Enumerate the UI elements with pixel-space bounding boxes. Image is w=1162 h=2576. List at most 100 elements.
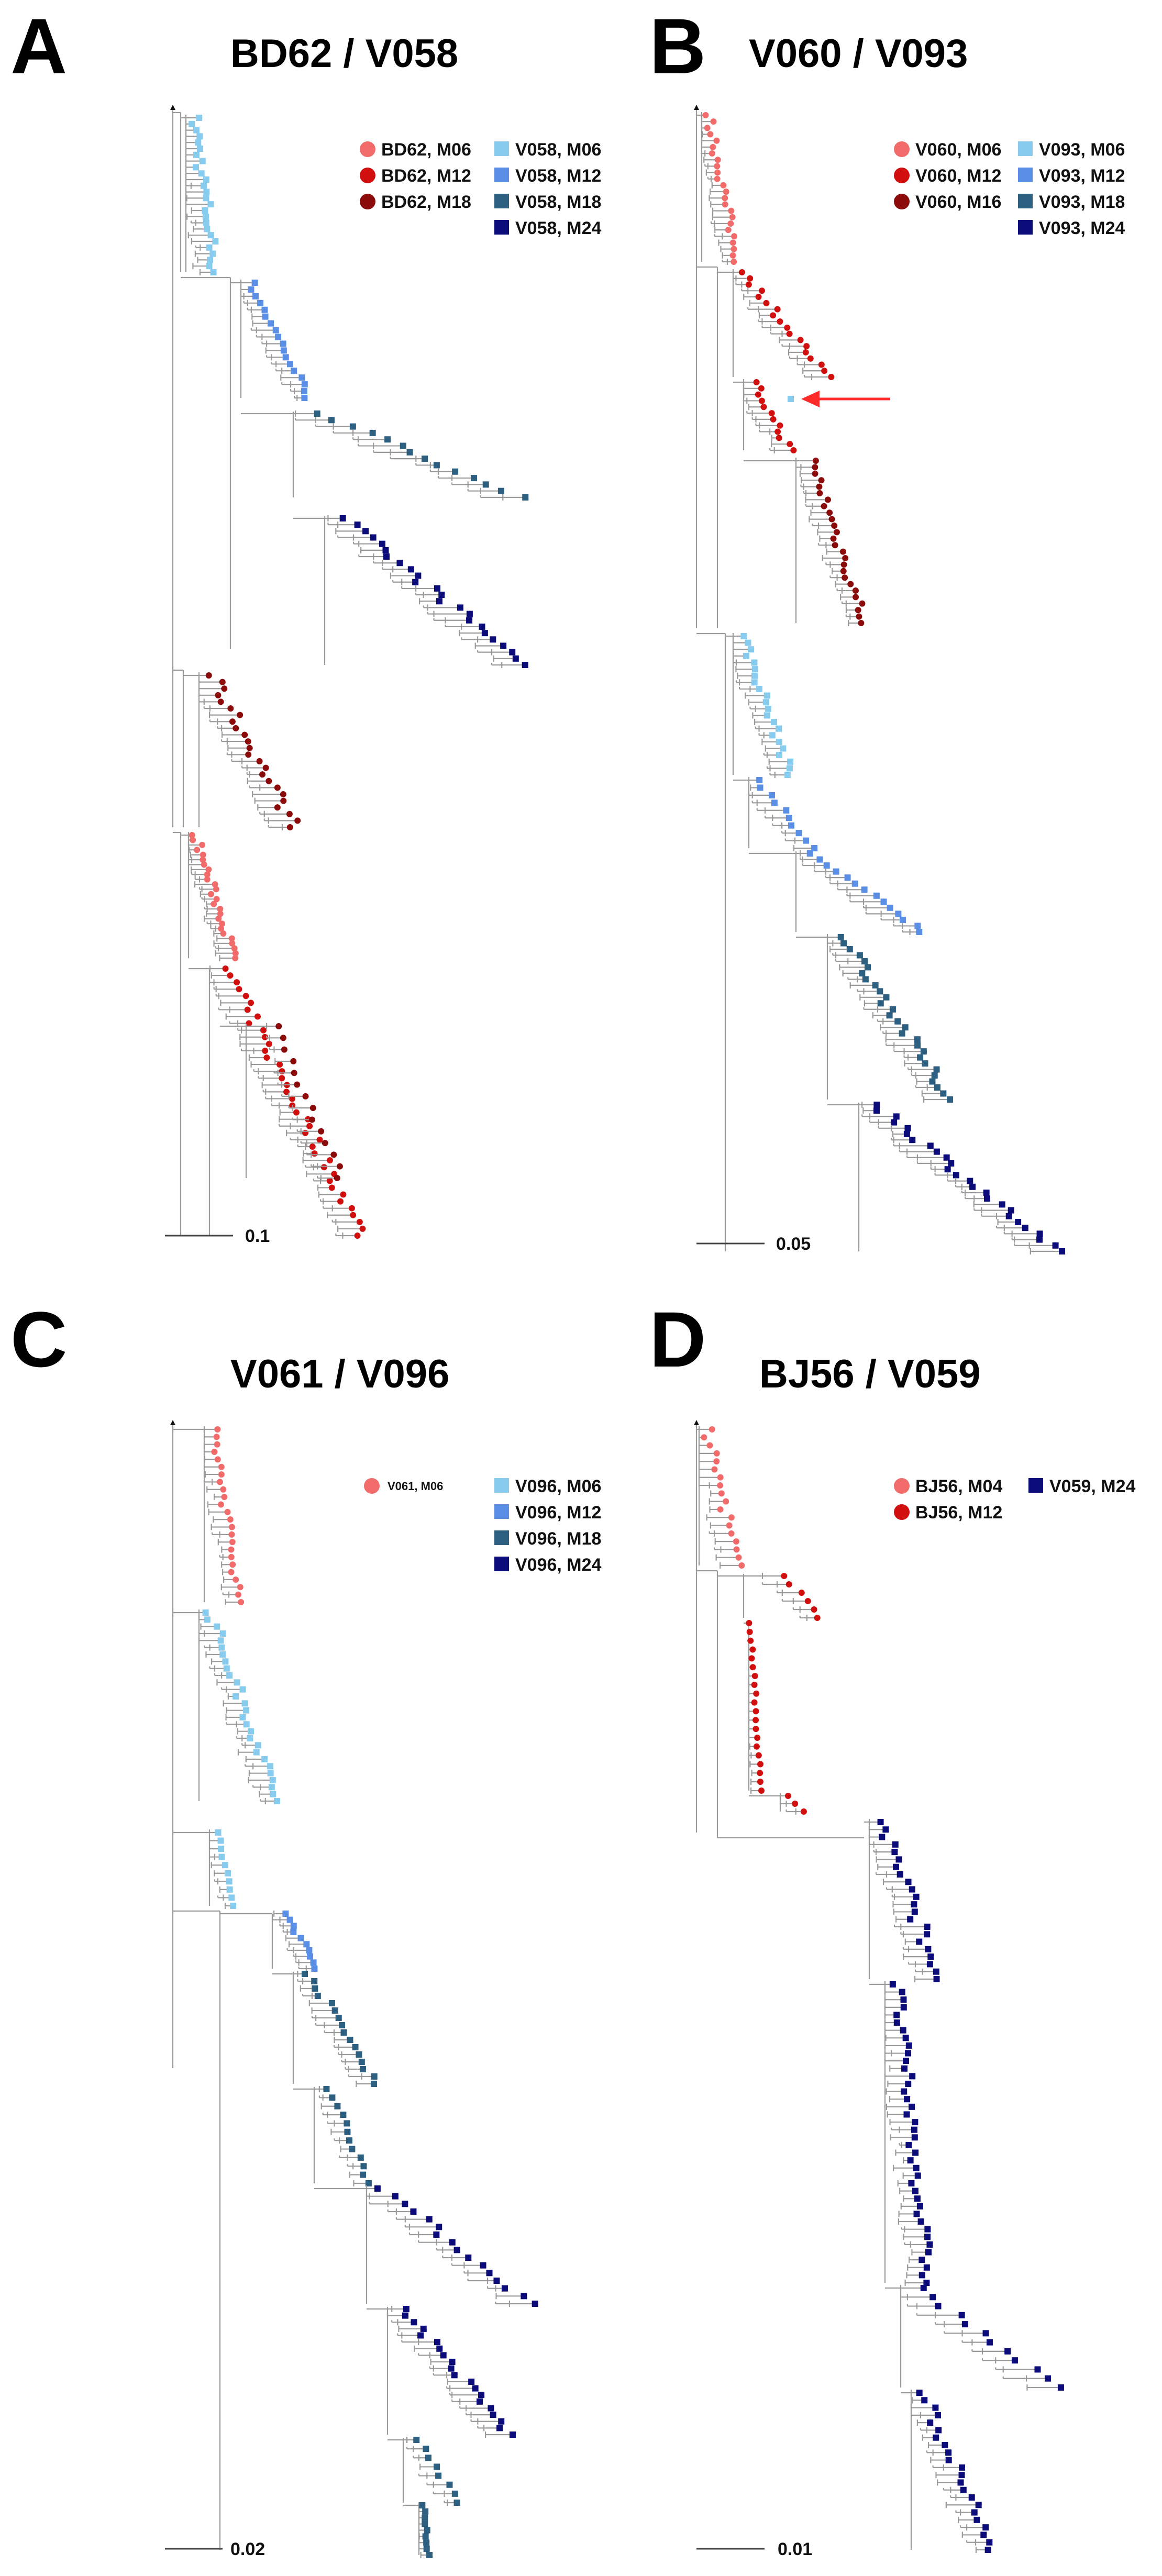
legend-marker [494, 1557, 509, 1571]
legend-label: V060, M16 [915, 192, 1001, 212]
tree-tip [830, 535, 837, 542]
tree-tip [925, 2249, 932, 2256]
tree-tip [246, 1020, 252, 1027]
tree-tip [900, 1996, 907, 2003]
legend-label: BD62, M06 [381, 140, 471, 160]
legend-label: V096, M12 [515, 1503, 601, 1523]
tree-tip [320, 1164, 327, 1171]
tree-tip [758, 1787, 765, 1794]
tree-tip [904, 1125, 911, 1131]
tree-tip [272, 327, 279, 334]
tree-tip [916, 2390, 923, 2396]
tree-tip [728, 1514, 735, 1521]
tree-tip [434, 585, 440, 592]
tree-tip [973, 2516, 980, 2523]
tree-tip [777, 422, 783, 429]
tree-tip [436, 598, 442, 605]
tree-tip [858, 620, 865, 626]
tree-tip [234, 1679, 240, 1686]
tree-tip [895, 1856, 902, 1863]
tree-tip [493, 2278, 500, 2284]
tree-tip [360, 2171, 367, 2178]
legend-label: V096, M24 [515, 1555, 602, 1575]
tree-tip [412, 579, 419, 585]
legend-label: BD62, M12 [381, 166, 471, 186]
legend-marker [1018, 220, 1033, 235]
tree-tip [245, 751, 252, 758]
root-arrow-icon [170, 1420, 175, 1425]
tree-tip [286, 1916, 293, 1923]
tree-tip [423, 2446, 429, 2452]
tree-tip [478, 2392, 485, 2399]
tree-tip [207, 891, 214, 897]
tree-tip [706, 1442, 713, 1449]
tree-tip [312, 1985, 318, 1992]
tree-tip [893, 2012, 900, 2018]
tree-tip [334, 1175, 340, 1181]
tree-tip [774, 306, 781, 313]
tree-tip [1036, 1230, 1043, 1237]
tree-tip [434, 2463, 440, 2470]
tree-tip [291, 368, 297, 374]
tree-tip [717, 1506, 724, 1513]
tree-tip [914, 2195, 921, 2202]
tree-tip [189, 832, 195, 838]
tree-tip [891, 1849, 898, 1856]
tree-tip [986, 2539, 993, 2546]
tree-tip [213, 896, 220, 903]
tree-tip [751, 1699, 758, 1706]
tree-tip [238, 1599, 245, 1605]
tree-tip [926, 2241, 933, 2248]
tree-tip [228, 1553, 235, 1560]
tree-tip [213, 1434, 220, 1440]
tree-tip [267, 1770, 274, 1776]
tree-tip [356, 1218, 363, 1225]
tree-tip [911, 2126, 917, 2133]
tree-tip [260, 1027, 267, 1034]
tree-tip [982, 2330, 989, 2337]
panel-b-letter: B [649, 2, 706, 90]
tree-tip [213, 886, 219, 893]
tree-tip [497, 487, 504, 494]
tree-tip [224, 1508, 231, 1515]
tree-tip [241, 731, 248, 738]
tree-tip [201, 861, 207, 868]
tree-tip [763, 712, 770, 719]
tree-tip [486, 2270, 493, 2277]
tree-tip [982, 2524, 989, 2531]
tree-tip [927, 1142, 934, 1149]
tree-tip [833, 868, 839, 875]
tree-tip [784, 772, 791, 778]
tree-tip [859, 600, 866, 607]
legend-marker [494, 220, 509, 235]
tree-tip [856, 613, 862, 620]
tree-tip [265, 1040, 272, 1047]
tree-tip [419, 2502, 426, 2508]
legend-marker [1028, 1478, 1043, 1493]
legend-label: V093, M12 [1039, 166, 1125, 186]
tree-tip [336, 1163, 343, 1170]
tree-tip [704, 125, 711, 131]
tree-tip [279, 1068, 285, 1075]
tree-tip [945, 2457, 952, 2463]
tree-tip [751, 1681, 758, 1688]
tree-tip [723, 188, 729, 195]
tree-tip [203, 219, 209, 226]
panel-d-letter: D [649, 1295, 706, 1383]
tree-tip [747, 275, 754, 282]
tree-tip [749, 1664, 756, 1671]
tree-tip [877, 988, 883, 995]
tree-tip [746, 1628, 753, 1635]
tree-tip [279, 1075, 285, 1082]
tree-tip [422, 2508, 429, 2515]
tree-tip [233, 725, 239, 731]
tree-tip [233, 1576, 239, 1583]
tree-tip [214, 1441, 220, 1448]
tree-tip [924, 1924, 931, 1930]
tree-tip [792, 1801, 799, 1807]
tree-tip [246, 745, 253, 751]
legend-label: V093, M18 [1039, 192, 1125, 212]
tree-tip [453, 2247, 460, 2253]
tree-tip [424, 2527, 430, 2534]
tree-tip [771, 719, 778, 726]
